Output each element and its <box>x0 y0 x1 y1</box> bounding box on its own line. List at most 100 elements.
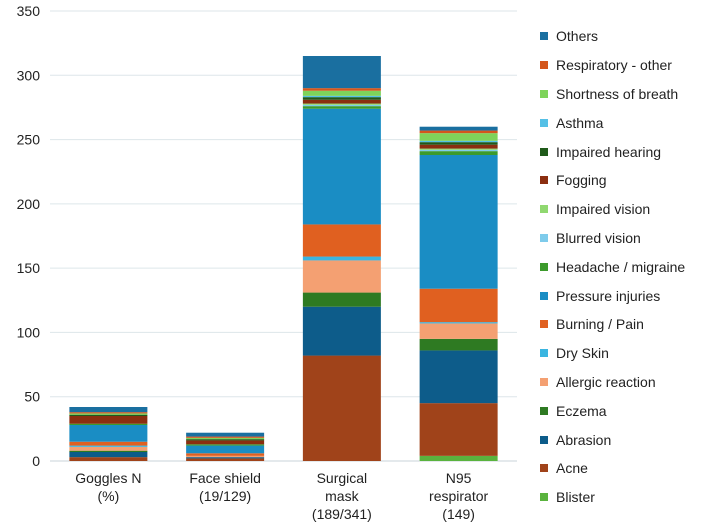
bar-segment <box>419 338 498 351</box>
bar-segment <box>302 56 381 89</box>
bar-segment <box>302 88 381 91</box>
bar-segment <box>69 452 148 458</box>
y-tick-label: 50 <box>24 389 40 405</box>
bar-segment <box>69 450 148 452</box>
bar-segment <box>419 350 498 404</box>
bar-segment <box>69 407 148 413</box>
x-category-label: (%) <box>97 488 119 504</box>
bar-segment <box>186 437 265 440</box>
legend-swatch <box>540 349 548 358</box>
legend-label: Burning / Pain <box>556 316 644 333</box>
legend-swatch <box>540 118 548 127</box>
bar-segment <box>69 416 148 424</box>
x-category-label: mask <box>325 488 359 504</box>
bar-segment <box>69 412 148 414</box>
bar-segment <box>302 292 381 307</box>
x-category-label: Face shield <box>189 470 261 486</box>
legend-swatch <box>540 233 548 242</box>
bar-segment <box>419 322 498 324</box>
legend-label: Asthma <box>556 114 604 131</box>
bar-segment <box>302 106 381 109</box>
legend-label: Blister <box>556 489 595 506</box>
bar-segment <box>419 288 498 323</box>
bar-segment <box>186 440 265 445</box>
legend-swatch <box>540 291 548 300</box>
legend-item: Blurred vision <box>540 224 709 253</box>
bar-segment <box>69 445 148 447</box>
legend-label: Fogging <box>556 172 607 189</box>
legend-swatch <box>540 147 548 156</box>
legend-swatch <box>540 176 548 185</box>
legend-item: Pressure injuries <box>540 281 709 310</box>
legend-item: Asthma <box>540 108 709 137</box>
legend-label: Acne <box>556 460 588 477</box>
bar-segment <box>419 403 498 456</box>
legend-item: Burning / Pain <box>540 310 709 339</box>
legend-item: Headache / migraine <box>540 252 709 281</box>
bar-segment <box>302 99 381 104</box>
y-tick-label: 250 <box>17 132 41 148</box>
legend-label: Blurred vision <box>556 229 641 246</box>
legend-label: Respiratory - other <box>556 57 672 74</box>
bar-segment <box>186 458 265 461</box>
bar-segment <box>419 155 498 289</box>
legend-item: Eczema <box>540 396 709 425</box>
legend-label: Others <box>556 28 599 45</box>
legend-item: Impaired hearing <box>540 137 709 166</box>
legend-swatch <box>540 320 548 329</box>
bar-segment <box>186 457 265 459</box>
bar-segment <box>302 97 381 100</box>
legend-label: Shortness of breath <box>556 85 679 102</box>
y-tick-label: 300 <box>17 67 41 83</box>
legend-swatch <box>540 493 548 502</box>
bar-segment <box>302 306 381 356</box>
legend-swatch <box>540 377 548 386</box>
bar-segment <box>186 445 265 454</box>
bar-segment <box>69 413 148 415</box>
y-tick-label: 200 <box>17 196 41 212</box>
legend-item: Abrasion <box>540 425 709 454</box>
legend-item: Blister <box>540 483 709 512</box>
bar-segment <box>302 355 381 461</box>
x-category-label: respirator <box>429 488 488 504</box>
y-tick-label: 150 <box>17 260 41 276</box>
legend-swatch <box>540 464 548 473</box>
legend-swatch <box>540 435 548 444</box>
legend-swatch <box>540 61 548 70</box>
legend-label: Dry Skin <box>556 345 609 362</box>
bar-segment <box>69 457 148 461</box>
bar-segment <box>419 455 498 461</box>
bar-segment <box>69 441 148 446</box>
bar-segment <box>419 126 498 131</box>
legend-swatch <box>540 262 548 271</box>
bar-segment <box>186 444 265 446</box>
x-category-label: Surgical <box>317 470 368 486</box>
bar-segment <box>302 90 381 96</box>
bar-segment <box>186 455 265 458</box>
x-category-label: (19/129) <box>199 488 251 504</box>
x-category-label: Goggles N <box>75 470 141 486</box>
legend-item: Impaired vision <box>540 195 709 224</box>
legend-swatch <box>540 89 548 98</box>
legend-item: Allergic reaction <box>540 368 709 397</box>
bar-segment <box>302 256 381 261</box>
bar-segment <box>186 436 265 438</box>
legend-label: Headache / migraine <box>556 258 686 275</box>
bar-segment <box>186 453 265 456</box>
x-category-label: N95 <box>446 470 472 486</box>
legend-item: Others <box>540 22 709 51</box>
legend-label: Impaired vision <box>556 201 651 218</box>
legend-swatch <box>540 32 548 41</box>
bar-segment <box>302 108 381 225</box>
legend-item: Respiratory - other <box>540 51 709 80</box>
legend-item: Shortness of breath <box>540 80 709 109</box>
y-tick-label: 0 <box>32 453 40 469</box>
legend-label: Eczema <box>556 402 607 419</box>
bar-segment <box>419 149 498 152</box>
y-tick-label: 100 <box>17 324 41 340</box>
bar-segment <box>419 142 498 145</box>
bar-segment <box>186 439 265 441</box>
bar-segment <box>419 323 498 339</box>
bar-segment <box>419 148 498 150</box>
